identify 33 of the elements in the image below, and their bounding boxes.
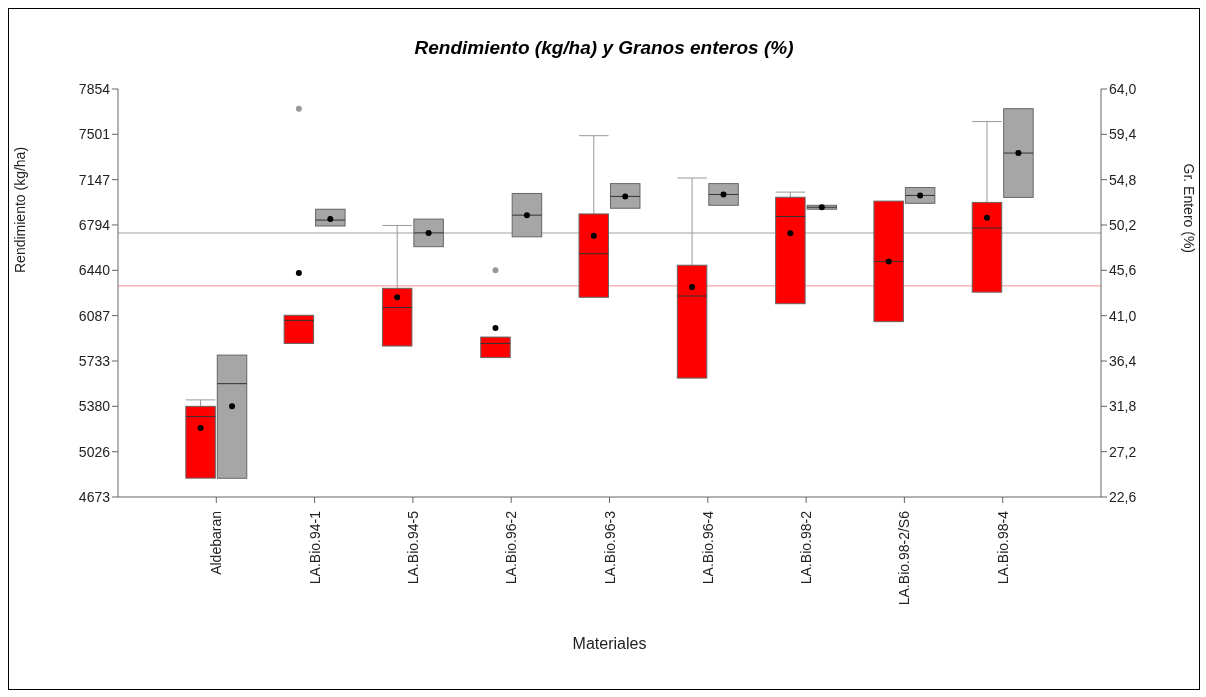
y2-tick-label: 59,4 (1109, 126, 1137, 143)
x-tick-label: LA.Bio.98-4 (994, 510, 1011, 585)
y2-tick-label: 31,8 (1109, 398, 1137, 415)
y-tick-label: 5026 (78, 443, 111, 460)
y2-tick-label: 22,6 (1109, 488, 1137, 505)
x-tick-label: LA.Bio.96-3 (601, 510, 618, 585)
chart-title: Rendimiento (kg/ha) y Granos enteros (%) (413, 37, 795, 59)
y-tick-label: 5380 (78, 398, 111, 415)
x-tick-label: LA.Bio.98-2 (798, 510, 815, 585)
x-tick-label: LA.Bio.96-4 (699, 510, 716, 585)
x-axis-title: Materiales (572, 635, 647, 652)
y-tick-label: 6087 (78, 307, 111, 324)
y2-tick-label: 50,2 (1109, 216, 1137, 233)
x-tick-label: LA.Bio.96-2 (503, 510, 520, 585)
y-axis-title: Rendimiento (kg/ha) (11, 146, 28, 273)
y2-tick-label: 54,8 (1109, 171, 1137, 188)
x-tick-label: LA.Bio.94-1 (306, 510, 323, 585)
x-tick-label: LA.Bio.98-2/S6 (896, 510, 913, 606)
y2-tick-label: 36,4 (1109, 352, 1137, 369)
y-tick-label: 6440 (78, 262, 111, 279)
y-tick-label: 4673 (78, 488, 111, 505)
y2-tick-label: 27,2 (1109, 443, 1137, 460)
y2-tick-label: 64,0 (1109, 80, 1137, 97)
y2-tick-label: 45,6 (1109, 262, 1137, 279)
y-tick-label: 5733 (78, 353, 111, 370)
y2-axis-title: Gr. Entero (%) (1181, 163, 1198, 253)
y-tick-label: 7501 (78, 126, 111, 143)
y-tick-label: 7854 (78, 80, 111, 97)
y-tick-label: 6794 (78, 216, 111, 233)
x-tick-label: LA.Bio.94-5 (404, 510, 421, 585)
x-tick-label: Aldebaran (208, 511, 225, 575)
y2-tick-label: 41,0 (1109, 307, 1137, 324)
y-tick-label: 7147 (78, 171, 111, 188)
